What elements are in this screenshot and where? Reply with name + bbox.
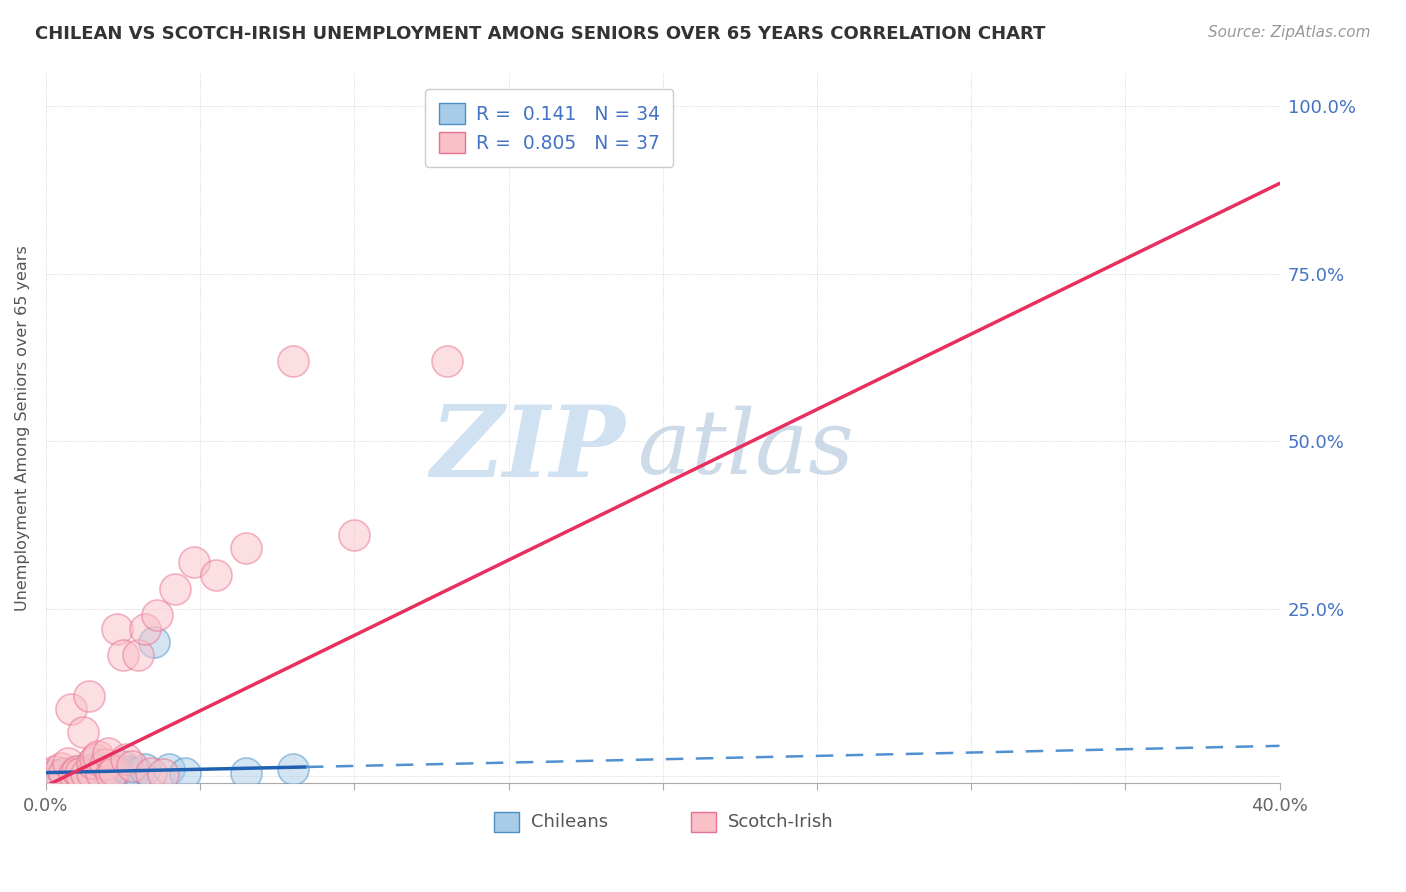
Point (35, 767, 58, 781)
Point (142, 635, 165, 649)
Point (87, 765, 110, 780)
Point (35, 769, 58, 783)
Point (165, 582, 187, 596)
Point (134, 622, 156, 636)
Point (53, 767, 76, 781)
Point (152, 767, 174, 781)
Point (84, 761, 107, 775)
Point (75, 767, 97, 781)
Point (115, 752, 138, 766)
Point (77, 689, 100, 703)
Point (82, 756, 104, 770)
Point (93, 756, 115, 771)
Point (173, 765, 195, 780)
Point (66, 764, 89, 778)
Point (93, 769, 115, 783)
Point (87, 748, 110, 763)
Point (103, 764, 125, 778)
Point (62, 767, 84, 781)
Point (112, 759, 135, 773)
Text: Source: ZipAtlas.com: Source: ZipAtlas.com (1208, 25, 1371, 40)
Point (235, 541, 257, 556)
Point (127, 648, 149, 663)
Point (121, 765, 143, 780)
Point (72, 725, 94, 739)
Point (59, 765, 82, 780)
Point (44, 767, 66, 781)
Point (127, 765, 149, 780)
Legend: R =  0.141   N = 34, R =  0.805   N = 37: R = 0.141 N = 34, R = 0.805 N = 37 (426, 89, 673, 167)
Point (44, 764, 66, 778)
Text: Chileans: Chileans (530, 813, 607, 831)
Text: CHILEAN VS SCOTCH-IRISH UNEMPLOYMENT AMONG SENIORS OVER 65 YEARS CORRELATION CHA: CHILEAN VS SCOTCH-IRISH UNEMPLOYMENT AMO… (35, 25, 1046, 43)
Point (134, 762, 156, 776)
Point (112, 648, 135, 663)
Point (157, 762, 180, 776)
Point (108, 767, 131, 781)
Point (72, 767, 94, 781)
Point (97, 765, 120, 780)
Point (51, 761, 73, 775)
Point (56, 769, 79, 783)
Text: Scotch-Irish: Scotch-Irish (727, 813, 832, 831)
Point (41, 769, 63, 783)
Point (183, 555, 205, 569)
Text: atlas: atlas (638, 406, 853, 492)
Point (100, 762, 122, 776)
Point (53, 765, 76, 780)
Point (90, 765, 112, 780)
Point (56, 756, 79, 770)
Point (69, 765, 91, 780)
Point (75, 767, 97, 781)
Point (139, 765, 162, 780)
Point (66, 764, 89, 778)
Point (118, 764, 141, 778)
Point (281, 762, 304, 776)
Point (97, 746, 120, 760)
Point (105, 622, 128, 636)
Point (436, 354, 458, 368)
Point (62, 767, 84, 781)
Point (59, 702, 82, 716)
Point (69, 765, 91, 780)
Y-axis label: Unemployment Among Seniors over 65 years: Unemployment Among Seniors over 65 years (15, 245, 30, 611)
Point (82, 762, 104, 776)
Point (66, 769, 89, 783)
Point (204, 568, 226, 582)
Point (235, 765, 257, 780)
Point (100, 767, 122, 781)
Point (121, 759, 143, 773)
Point (146, 608, 169, 623)
Point (82, 765, 104, 780)
Point (343, 528, 366, 542)
Point (90, 767, 112, 781)
Point (77, 769, 100, 783)
Point (103, 765, 125, 780)
Point (84, 752, 107, 766)
Point (281, 354, 304, 368)
Point (51, 769, 73, 783)
Point (82, 765, 104, 780)
Text: ZIP: ZIP (430, 401, 626, 498)
